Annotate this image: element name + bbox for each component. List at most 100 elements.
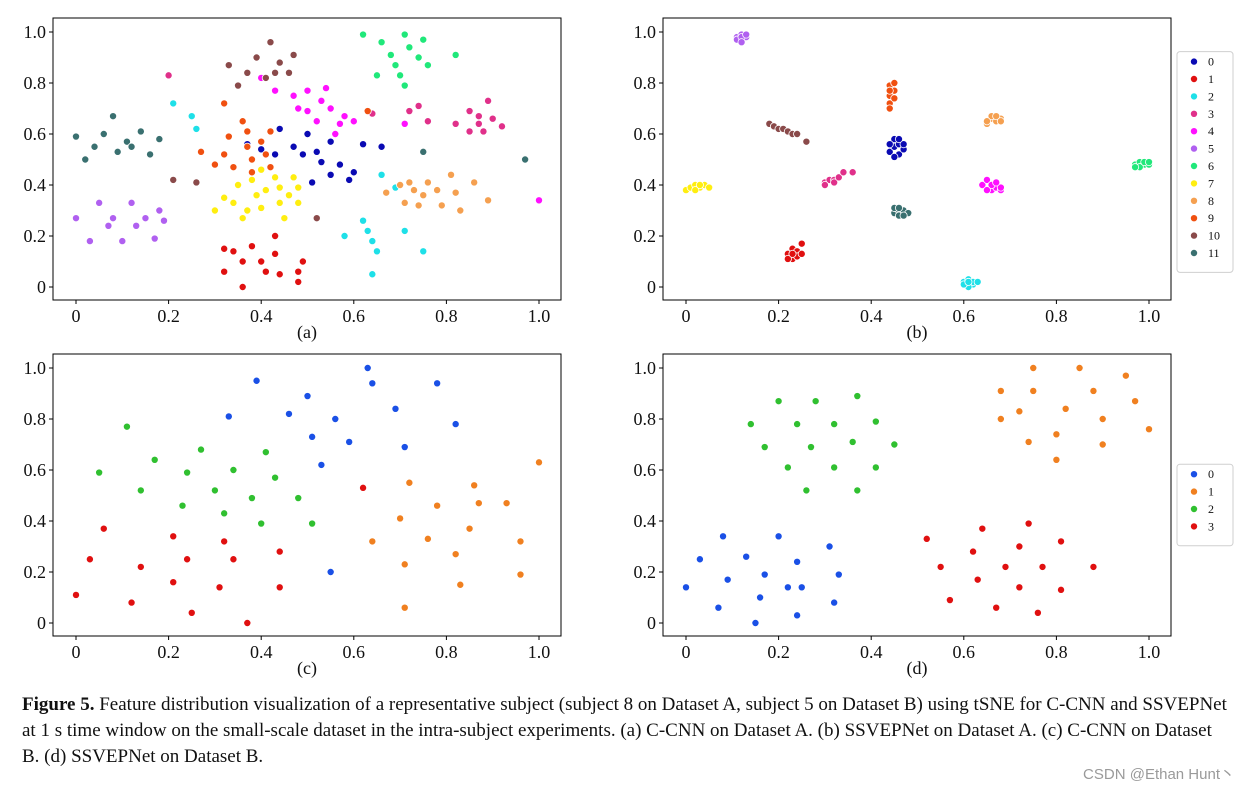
data-point	[982, 186, 991, 195]
data-point	[871, 417, 880, 426]
data-point	[85, 237, 94, 246]
y-tick-label: 0.2	[634, 562, 657, 582]
data-point	[405, 107, 414, 116]
series-0	[682, 532, 843, 628]
data-point	[312, 214, 321, 223]
y-tick-label: 0.2	[634, 226, 657, 246]
plot-frame	[52, 17, 562, 301]
y-tick-label: 0.2	[24, 226, 47, 246]
data-point	[400, 81, 409, 90]
series-2	[169, 99, 428, 279]
data-point	[271, 249, 280, 258]
data-point	[261, 186, 270, 195]
x-tick-label: 0.6	[343, 306, 366, 326]
series-10	[169, 38, 321, 223]
data-point	[224, 61, 233, 70]
y-tick-label: 0.8	[24, 409, 47, 429]
series-4	[978, 175, 1005, 195]
data-point	[793, 557, 802, 566]
data-point	[308, 178, 317, 187]
y-tick-label: 0.6	[24, 460, 47, 480]
legend-marker	[1190, 109, 1199, 118]
data-point	[294, 494, 303, 503]
data-point	[1098, 440, 1107, 449]
data-point	[294, 183, 303, 192]
data-point	[848, 168, 857, 177]
data-point	[719, 532, 728, 541]
caption-text: Feature distribution visualization of a …	[22, 694, 1227, 767]
data-point	[890, 152, 899, 161]
data-point	[183, 555, 192, 564]
data-point	[271, 68, 280, 77]
legend-label: 8	[1208, 194, 1214, 208]
x-tick-label: 0.4	[250, 642, 273, 662]
data-point	[783, 463, 792, 472]
data-point	[220, 509, 229, 518]
data-point	[275, 58, 284, 67]
legend-marker	[1190, 127, 1199, 136]
data-point	[793, 420, 802, 429]
data-point	[502, 499, 511, 508]
data-point	[271, 86, 280, 95]
data-point	[326, 137, 335, 146]
data-point	[303, 107, 312, 116]
data-point	[289, 142, 298, 151]
data-point	[127, 142, 136, 151]
legend-marker	[1190, 161, 1199, 170]
data-point	[294, 277, 303, 286]
data-point	[973, 575, 982, 584]
data-point	[1121, 371, 1130, 380]
data-point	[72, 590, 81, 599]
data-point	[303, 129, 312, 138]
legend-label: 1	[1208, 485, 1214, 499]
series-6	[1131, 158, 1154, 172]
panel-a: 0 0.2 0.4 0.6 0.8 1.0 0 0.2 0.4 0.6 0.8 1.0 (a)	[24, 17, 562, 343]
data-point	[197, 445, 206, 454]
data-point	[169, 578, 178, 587]
data-point	[695, 180, 704, 189]
caption-label: Figure 5.	[22, 694, 95, 715]
y-tick-label: 0.4	[634, 511, 657, 531]
data-point	[187, 112, 196, 121]
series-0	[224, 363, 460, 577]
plot-frame	[52, 353, 562, 637]
data-point	[479, 127, 488, 136]
data-point	[996, 414, 1005, 423]
series-0	[885, 135, 908, 161]
y-tick-label: 0.6	[634, 460, 657, 480]
data-point	[146, 150, 155, 159]
data-point	[830, 598, 839, 607]
data-point	[400, 443, 409, 452]
data-point	[996, 386, 1005, 395]
data-point	[890, 440, 899, 449]
data-point	[266, 163, 275, 172]
data-point	[363, 226, 372, 235]
data-point	[326, 568, 335, 577]
data-point	[266, 38, 275, 47]
legend-label: 1	[1208, 72, 1214, 86]
data-point	[247, 168, 256, 177]
data-point	[243, 206, 252, 215]
data-point	[238, 214, 247, 223]
data-point	[136, 486, 145, 495]
data-point	[122, 422, 131, 431]
data-point	[488, 114, 497, 123]
data-point	[807, 443, 816, 452]
data-point	[774, 397, 783, 406]
panel-label: (c)	[297, 658, 317, 679]
data-point	[340, 112, 349, 121]
data-point	[982, 117, 991, 126]
data-point	[894, 135, 903, 144]
data-point	[335, 160, 344, 169]
data-point	[192, 124, 201, 133]
y-tick-label: 0.8	[634, 73, 657, 93]
x-tick-label: 0.6	[953, 306, 976, 326]
data-point	[136, 127, 145, 136]
data-point	[691, 186, 700, 195]
data-point	[275, 198, 284, 207]
legend-marker	[1190, 57, 1199, 66]
data-point	[238, 257, 247, 266]
data-point	[1057, 537, 1066, 546]
legend-marker	[1190, 522, 1199, 531]
data-point	[122, 137, 131, 146]
